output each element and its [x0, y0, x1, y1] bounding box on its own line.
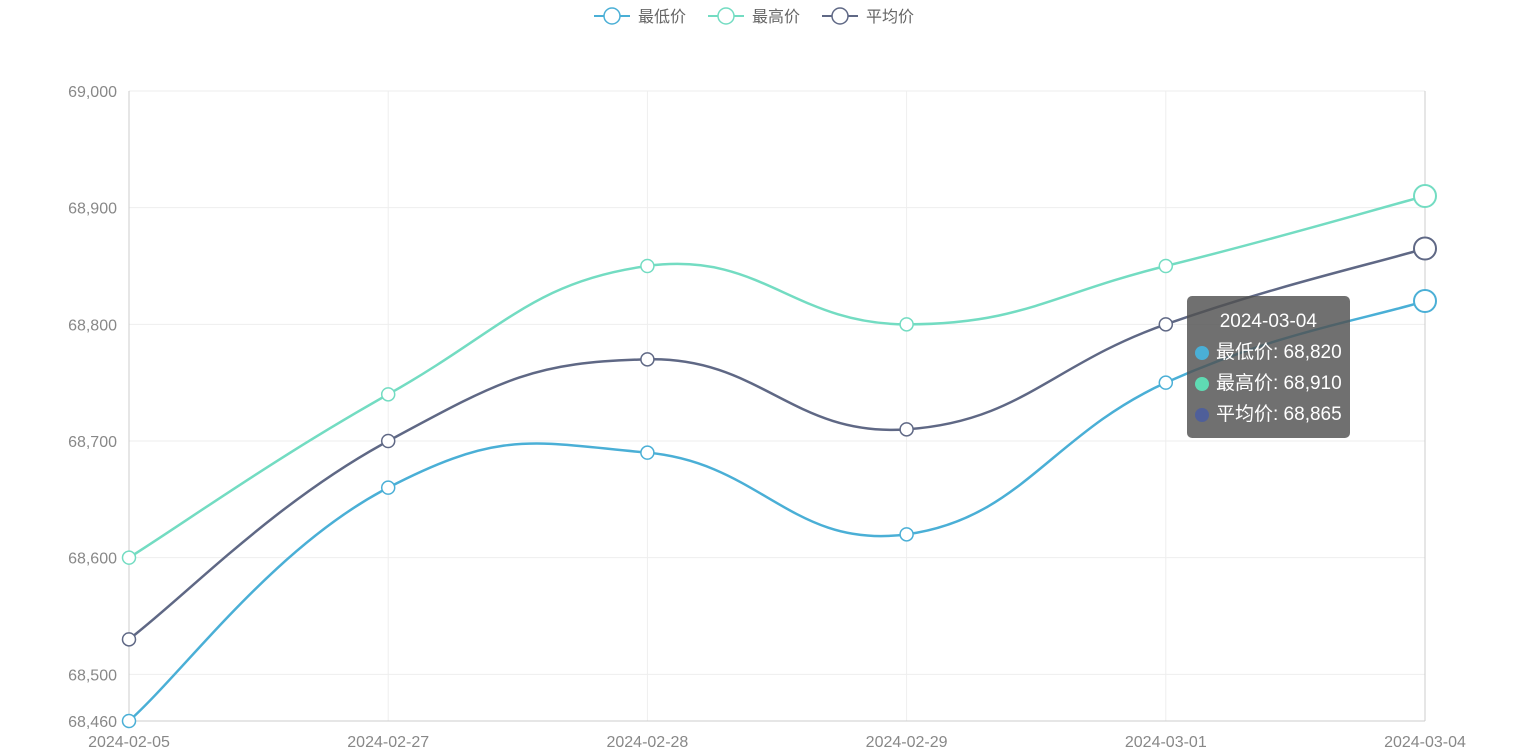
data-point-high — [380, 387, 396, 402]
tooltip-row-low: 最低价: 68,820 — [1195, 337, 1342, 368]
legend-item-low: 最低价 — [594, 7, 686, 26]
tooltip-label-avg: 平均价: 68,865 — [1216, 404, 1342, 425]
y-tick-label: 68,800 — [68, 317, 117, 334]
legend-item-high: 最高价 — [708, 7, 800, 26]
data-point-high — [899, 317, 914, 332]
legend-label-avg: 平均价 — [866, 8, 914, 26]
tooltip-label-low: 最低价: 68,820 — [1216, 342, 1342, 363]
tooltip-label-high: 最高价: 68,910 — [1216, 373, 1342, 394]
legend-marker-low — [603, 7, 621, 25]
x-tick-label: 2024-02-29 — [866, 734, 948, 751]
data-point-low — [899, 527, 914, 542]
y-tick-label: 68,500 — [68, 667, 117, 684]
tooltip-dot-low — [1195, 345, 1209, 360]
data-point-low — [1413, 289, 1437, 313]
data-point-avg — [1158, 317, 1174, 332]
y-tick-label: 68,600 — [68, 551, 117, 568]
tooltip-title: 2024-03-04 — [1219, 311, 1317, 332]
y-tick-label: 68,900 — [68, 201, 117, 218]
data-point-low — [640, 445, 655, 460]
x-tick-label: 2024-03-04 — [1384, 734, 1466, 751]
data-point-high — [121, 550, 137, 565]
tooltip-dot-avg — [1195, 407, 1209, 422]
data-point-avg — [640, 352, 655, 367]
y-tick-label: 69,000 — [68, 84, 117, 101]
data-point-low — [121, 713, 137, 729]
legend-label-low: 最低价 — [638, 8, 686, 26]
tooltip-dot-high — [1195, 376, 1209, 391]
legend-marker-avg — [831, 7, 849, 25]
tooltip-row-avg: 平均价: 68,865 — [1195, 399, 1342, 430]
x-tick-label: 2024-02-27 — [347, 734, 429, 751]
data-point-low — [380, 480, 396, 495]
tooltip-row-high: 最高价: 68,910 — [1195, 368, 1342, 399]
data-point-high — [1158, 258, 1174, 274]
data-point-avg — [380, 433, 396, 449]
x-tick-label: 2024-02-28 — [606, 734, 688, 751]
x-tick-label: 2024-03-01 — [1125, 734, 1207, 751]
y-tick-label: 68,460 — [68, 714, 117, 731]
legend-marker-high — [717, 7, 735, 25]
y-tick-label: 68,700 — [68, 434, 117, 451]
series-line-high — [128, 194, 1426, 559]
legend-item-avg: 平均价 — [822, 7, 914, 26]
data-point-avg — [1413, 236, 1437, 261]
data-point-avg — [899, 422, 914, 437]
data-point-high — [640, 258, 655, 274]
data-point-avg — [121, 632, 137, 647]
tooltip: 2024-03-04 最低价: 68,820 最高价: 68,910 平均价: … — [1187, 296, 1350, 438]
x-tick-label: 2024-02-05 — [88, 734, 170, 751]
legend-label-high: 最高价 — [752, 8, 800, 26]
data-point-low — [1158, 375, 1174, 390]
data-point-high — [1413, 184, 1437, 208]
